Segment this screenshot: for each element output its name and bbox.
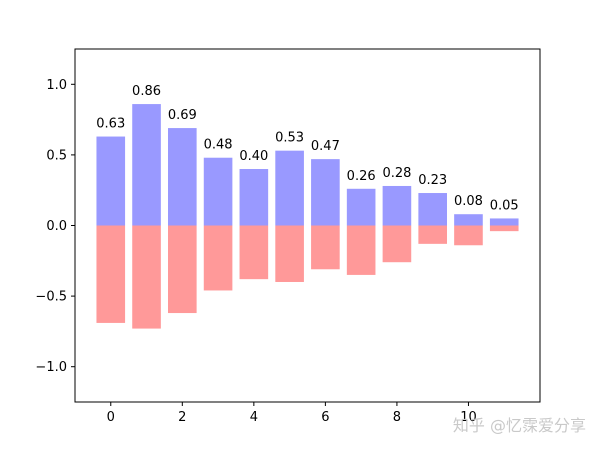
positive-bar-6 bbox=[311, 159, 340, 226]
bar-value-label-2: 0.69 bbox=[168, 108, 197, 123]
bar-value-label-0: 0.63 bbox=[96, 117, 125, 132]
negative-bar-4 bbox=[239, 225, 269, 280]
positive-bar-8 bbox=[382, 185, 412, 226]
positive-bar-11 bbox=[489, 218, 519, 226]
x-axis-ticks: 0 2 4 6 8 10 bbox=[107, 402, 477, 425]
positive-bar-1 bbox=[132, 104, 161, 226]
positive-bar-2 bbox=[168, 128, 197, 226]
negative-bar-9 bbox=[418, 225, 447, 244]
negative-bar-10 bbox=[454, 225, 483, 246]
bar-value-label-3: 0.48 bbox=[204, 138, 233, 153]
y-tick-label-1: −0.5 bbox=[35, 290, 67, 305]
positive-bar-7 bbox=[346, 188, 376, 226]
bar-value-label-4: 0.40 bbox=[239, 149, 268, 164]
x-tick-label-6: 6 bbox=[321, 410, 329, 425]
watermark: 知乎 @忆霂爱分享 bbox=[452, 416, 586, 435]
bar-value-label-10: 0.08 bbox=[454, 194, 483, 209]
bar-value-label-7: 0.26 bbox=[347, 169, 376, 184]
positive-bar-4 bbox=[239, 169, 269, 226]
positive-bar-5 bbox=[275, 150, 304, 226]
positive-bar-0 bbox=[96, 136, 126, 226]
bar-value-label-5: 0.53 bbox=[275, 131, 304, 146]
bar-value-label-6: 0.47 bbox=[311, 139, 340, 154]
negative-bar-5 bbox=[275, 225, 304, 282]
bar-value-label-1: 0.86 bbox=[132, 84, 161, 99]
negative-bar-2 bbox=[168, 225, 197, 314]
negative-bar-1 bbox=[132, 225, 161, 329]
negative-bar-6 bbox=[311, 225, 340, 270]
x-tick-label-0: 0 bbox=[107, 410, 115, 425]
y-tick-label-4: 1.0 bbox=[46, 78, 67, 93]
positive-bars bbox=[96, 104, 519, 226]
positive-bar-3 bbox=[203, 157, 233, 226]
bar-value-labels: 0.63 0.86 0.69 0.48 0.40 0.53 0.47 0.26 0.28 0.23… bbox=[96, 84, 518, 213]
bar-value-label-9: 0.23 bbox=[418, 173, 447, 188]
negative-bar-0 bbox=[96, 225, 126, 323]
positive-bar-9 bbox=[418, 193, 447, 226]
bar-value-label-11: 0.05 bbox=[490, 198, 519, 213]
negative-bar-7 bbox=[346, 225, 376, 275]
y-tick-label-0: −1.0 bbox=[35, 360, 67, 375]
x-tick-label-2: 2 bbox=[178, 410, 186, 425]
bar-value-label-8: 0.28 bbox=[382, 166, 411, 181]
y-tick-label-2: 0.0 bbox=[46, 219, 67, 234]
negative-bar-8 bbox=[382, 225, 412, 263]
x-tick-label-8: 8 bbox=[393, 410, 401, 425]
positive-bar-10 bbox=[454, 214, 483, 226]
y-axis-ticks: −1.0 −0.5 0.0 0.5 1.0 bbox=[35, 78, 75, 375]
y-tick-label-3: 0.5 bbox=[46, 148, 67, 163]
negative-bar-3 bbox=[203, 225, 233, 291]
negative-bars bbox=[96, 225, 519, 329]
x-tick-label-4: 4 bbox=[250, 410, 258, 425]
x-tick-label-10: 10 bbox=[460, 410, 477, 425]
negative-bar-11 bbox=[489, 225, 519, 232]
